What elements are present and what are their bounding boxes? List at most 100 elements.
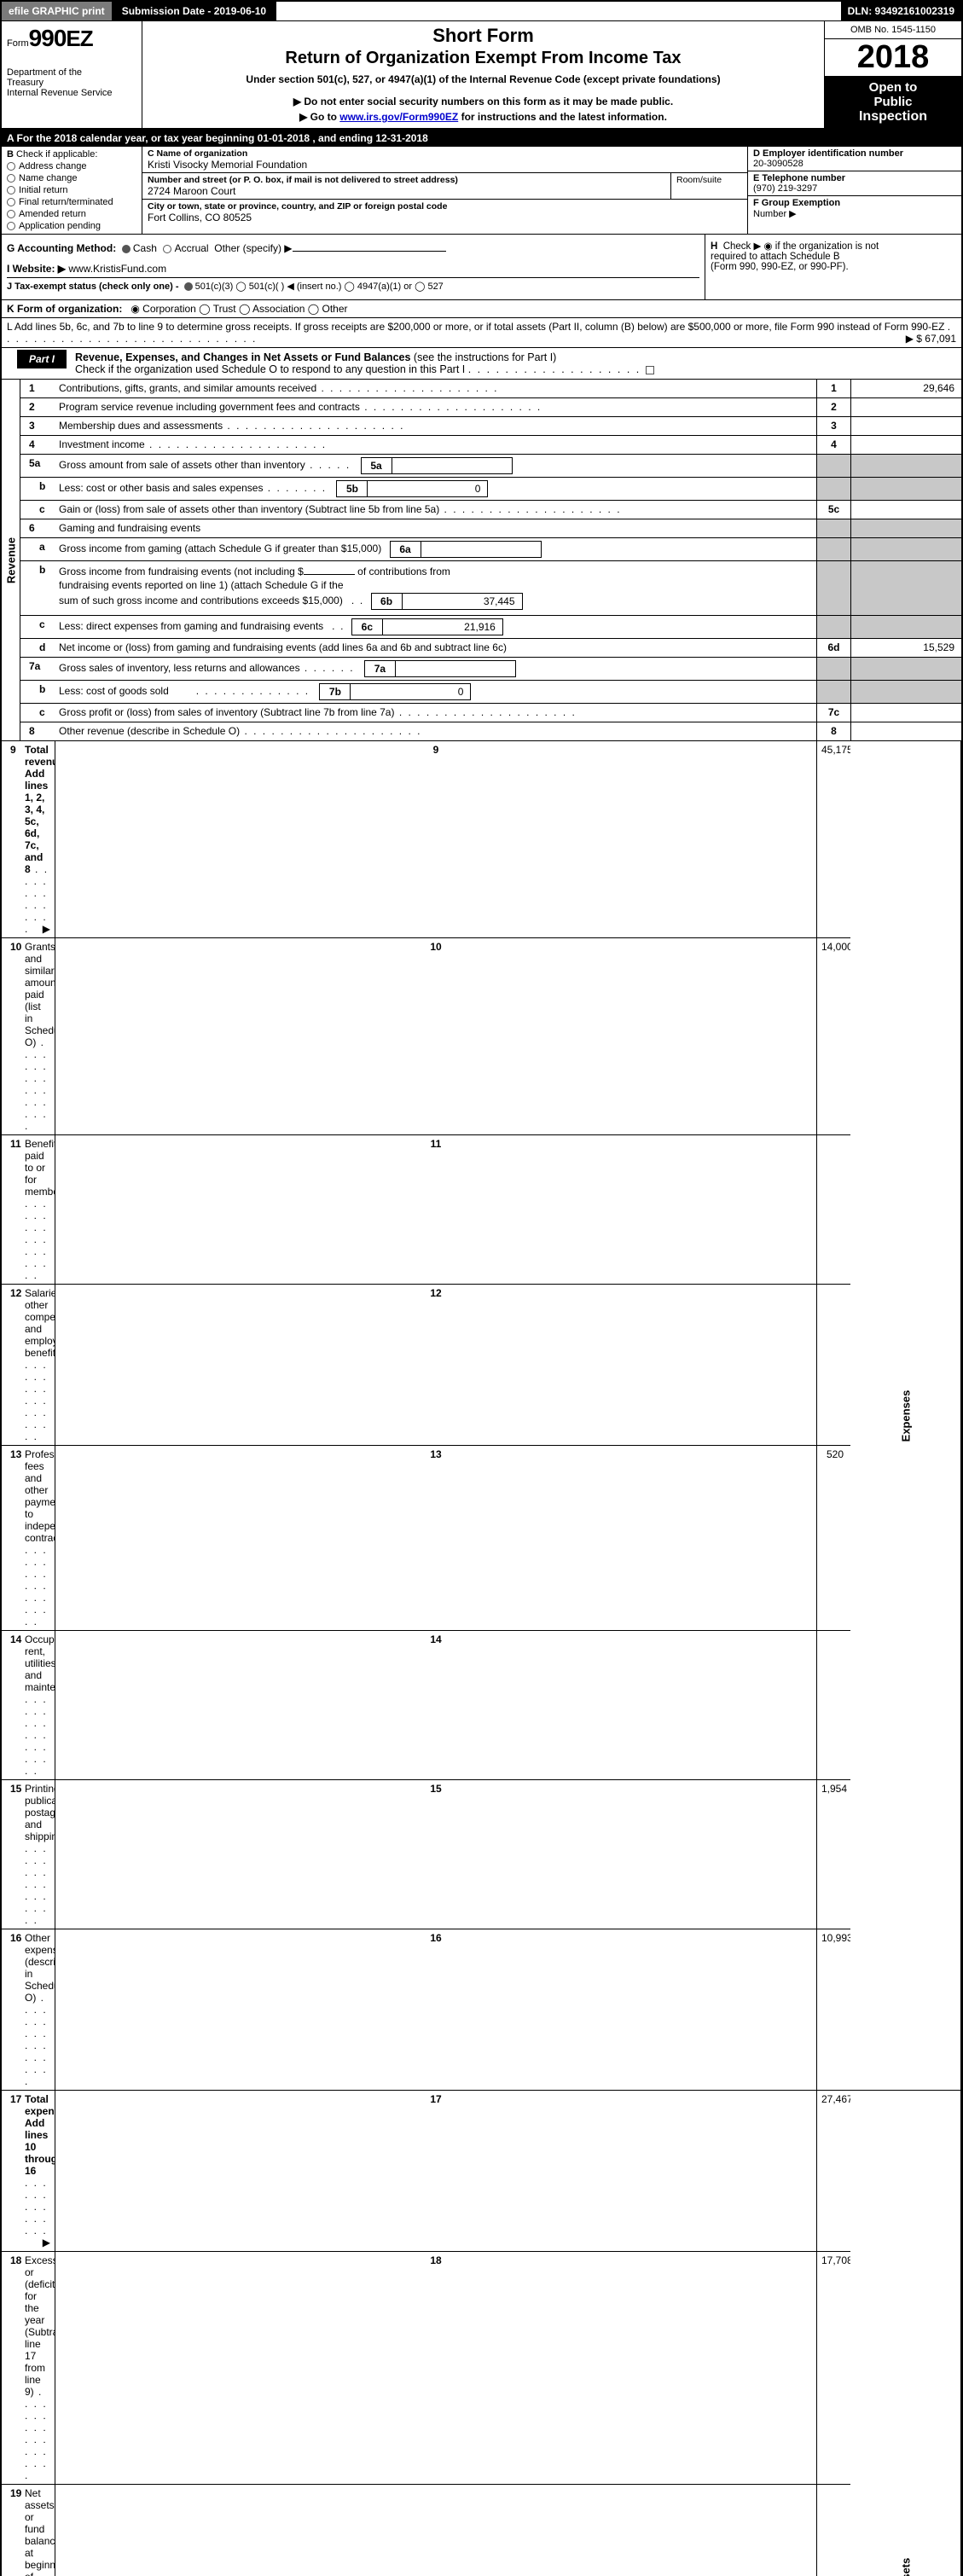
amt-6a-shade [850, 538, 961, 561]
desc-5a: Gross amount from sale of assets other t… [55, 455, 816, 478]
boxno-12: 12 [55, 1285, 816, 1446]
tel-value: (970) 219-3297 [753, 183, 956, 194]
opt-other: Other (specify) ▶ [214, 242, 292, 254]
boxno-7a-shade [816, 658, 850, 681]
amt-5c [850, 501, 961, 519]
boxno-5a-shade [816, 455, 850, 478]
boxno-11: 11 [55, 1135, 816, 1285]
checkbox-app-pending[interactable] [7, 222, 15, 230]
desc-6a: Gross income from gaming (attach Schedul… [55, 538, 816, 561]
form-header: Form990EZ Department of the Treasury Int… [0, 20, 963, 130]
desc-13: Professional fees and other payments to … [20, 1446, 55, 1631]
checkbox-name-change[interactable] [7, 174, 15, 183]
k-options: ◉ Corporation ◯ Trust ◯ Association ◯ Ot… [131, 303, 347, 315]
desc-18: Excess or (deficit) for the year (Subtra… [20, 2252, 55, 2485]
checkbox-address-change[interactable] [7, 162, 15, 171]
section-g-i-j: G Accounting Method: Cash Accrual Other … [2, 235, 705, 299]
radio-501c3[interactable] [184, 282, 193, 291]
desc-7b: Less: cost of goods sold . . . . . . . .… [55, 681, 816, 704]
desc-2: Program service revenue including govern… [55, 398, 816, 417]
dln-label: DLN: 93492161002319 [841, 2, 961, 20]
other-fill[interactable] [293, 251, 446, 252]
omb-number: OMB No. 1545-1150 [825, 21, 961, 39]
part-1-header: Part I Revenue, Expenses, and Changes in… [0, 348, 963, 380]
lineno-7a: 7a [20, 658, 55, 681]
part-1-title: Revenue, Expenses, and Changes in Net As… [70, 348, 961, 379]
boxno-18: 18 [55, 2252, 816, 2485]
schedule-o-checkbox[interactable] [646, 366, 654, 374]
lineno-17: 17 [2, 2091, 20, 2252]
lineno-4: 4 [20, 436, 55, 455]
boxno-15: 15 [55, 1780, 816, 1929]
desc-7c: Gross profit or (loss) from sales of inv… [55, 704, 816, 722]
contrib-fill[interactable] [304, 574, 355, 575]
desc-3: Membership dues and assessments [55, 417, 816, 436]
ival-6b: 37,445 [403, 594, 522, 609]
checkbox-amended[interactable] [7, 210, 15, 218]
checkbox-final-return[interactable] [7, 198, 15, 206]
part-1-subtitle: Check if the organization used Schedule … [75, 363, 465, 375]
website-value: www.KristisFund.com [68, 263, 166, 275]
street-label: Number and street (or P. O. box, if mail… [148, 175, 665, 185]
return-title: Return of Organization Exempt From Incom… [151, 49, 815, 68]
boxno-7c: 7c [816, 704, 850, 722]
desc-12: Salaries, other compensation, and employ… [20, 1285, 55, 1446]
lineno-7b: b [20, 681, 55, 704]
amt-7b-shade [850, 681, 961, 704]
ibox-6b: 6b [372, 594, 403, 609]
desc-14: Occupancy, rent, utilities, and maintena… [20, 1631, 55, 1780]
amt-12 [816, 1285, 850, 1446]
check-if-applicable: Check if applicable: [16, 149, 97, 160]
amt-5b-shade [850, 478, 961, 501]
section-h: H Check ▶ ◉ if the organization is not r… [705, 235, 961, 299]
efile-print-button[interactable]: efile GRAPHIC print [2, 2, 113, 20]
lineno-2: 2 [20, 398, 55, 417]
lineno-12: 12 [2, 1285, 20, 1446]
boxno-7b-shade [816, 681, 850, 704]
section-c: C Name of organization Kristi Visocky Me… [142, 147, 748, 234]
checkbox-initial-return[interactable] [7, 186, 15, 194]
amt-15: 1,954 [816, 1780, 850, 1929]
amt-6c-shade [850, 616, 961, 639]
irs-link[interactable]: www.irs.gov/Form990EZ [339, 111, 458, 123]
radio-cash[interactable] [122, 245, 131, 253]
h-text3: (Form 990, 990-EZ, or 990-PF). [711, 262, 849, 272]
group-exemption-label: F Group Exemption [753, 198, 840, 208]
room-suite-label: Room/suite [670, 173, 747, 199]
ein-label: D Employer identification number [753, 148, 956, 159]
block-b-through-f: B Check if applicable: Address change Na… [0, 147, 963, 235]
lineno-18: 18 [2, 2252, 20, 2485]
radio-accrual[interactable] [163, 245, 171, 253]
city-label: City or town, state or province, country… [148, 201, 742, 212]
amt-4 [850, 436, 961, 455]
part-1-ledger: Revenue 1 Contributions, gifts, grants, … [0, 380, 963, 2576]
side-label-revenue: Revenue [2, 380, 20, 741]
amt-6b-shade [850, 561, 961, 616]
submission-date-button[interactable]: Submission Date - 2019-06-10 [113, 2, 276, 20]
boxno-8: 8 [816, 722, 850, 741]
lineno-9: 9 [2, 741, 20, 938]
lineno-3: 3 [20, 417, 55, 436]
desc-8: Other revenue (describe in Schedule O) [55, 722, 816, 741]
opt-name-change: Name change [19, 173, 78, 183]
amt-18: 17,708 [816, 2252, 850, 2485]
h-label: H [711, 241, 717, 252]
desc-1: Contributions, gifts, grants, and simila… [55, 380, 816, 398]
lineno-13: 13 [2, 1446, 20, 1631]
ein-value: 20-3090528 [753, 159, 956, 169]
amt-10: 14,000 [816, 938, 850, 1135]
ival-6c: 21,916 [383, 619, 502, 635]
opt-accrual: Accrual [175, 242, 209, 254]
section-b: B Check if applicable: Address change Na… [2, 147, 142, 234]
boxno-19: 19 [55, 2485, 816, 2576]
boxno-17: 17 [55, 2091, 816, 2252]
form-number: 990EZ [29, 25, 93, 51]
lineno-10: 10 [2, 938, 20, 1135]
lineno-5c: c [20, 501, 55, 519]
desc-5c: Gain or (loss) from sale of assets other… [55, 501, 816, 519]
ival-7a [396, 661, 515, 676]
boxno-16: 16 [55, 1929, 816, 2091]
k-label: K Form of organization: [7, 303, 122, 315]
desc-9: Total revenue. Add lines 1, 2, 3, 4, 5c,… [20, 741, 55, 938]
amt-16: 10,993 [816, 1929, 850, 2091]
